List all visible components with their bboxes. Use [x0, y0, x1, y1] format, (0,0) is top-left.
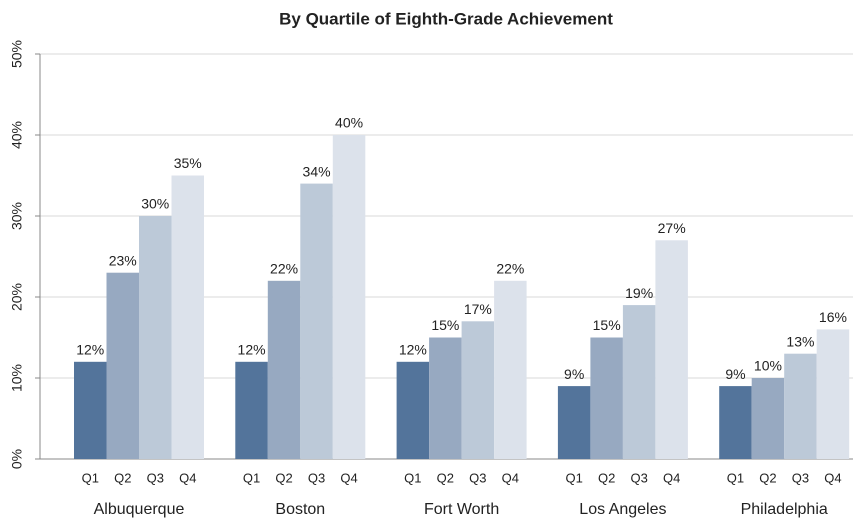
bar — [816, 329, 850, 459]
bar — [300, 183, 333, 459]
bar — [396, 361, 430, 459]
y-tick-label: 0% — [9, 449, 25, 469]
y-tick-label: 30% — [9, 202, 25, 230]
bar — [751, 378, 785, 459]
value-label: 9% — [564, 366, 584, 382]
x-category-label: Albuquerque — [94, 501, 185, 518]
value-label: 15% — [593, 317, 621, 333]
y-tick-label: 50% — [9, 40, 25, 68]
series-label: Q4 — [824, 470, 841, 485]
value-label: 10% — [754, 358, 782, 374]
value-label: 12% — [76, 342, 104, 358]
value-label: 23% — [109, 252, 137, 268]
value-label: 34% — [303, 163, 331, 179]
bar — [332, 135, 366, 459]
series-label: Q2 — [437, 470, 454, 485]
bar — [139, 216, 172, 459]
bar — [106, 272, 139, 459]
value-label: 19% — [625, 285, 653, 301]
bar — [719, 386, 752, 459]
bar — [171, 175, 204, 459]
value-label: 35% — [174, 155, 202, 171]
series-label: Q2 — [598, 470, 615, 485]
chart-title: By Quartile of Eighth-Grade Achievement — [279, 9, 613, 28]
y-tick-label: 20% — [9, 283, 25, 311]
value-label: 9% — [725, 366, 745, 382]
bar — [622, 305, 656, 459]
series-label: Q4 — [179, 470, 196, 485]
value-label: 22% — [496, 261, 524, 277]
bar — [655, 240, 688, 459]
value-label: 15% — [431, 317, 459, 333]
series-label: Q2 — [114, 470, 131, 485]
bar — [784, 353, 817, 459]
series-label: Q3 — [469, 470, 486, 485]
series-label: Q2 — [275, 470, 292, 485]
value-label: 13% — [786, 333, 814, 349]
bar — [267, 280, 301, 459]
y-tick-label: 40% — [9, 121, 25, 149]
series-label: Q2 — [759, 470, 776, 485]
series-label: Q1 — [243, 470, 260, 485]
series-label: Q3 — [630, 470, 647, 485]
bar — [235, 361, 268, 459]
series-label: Q4 — [502, 470, 519, 485]
value-label: 22% — [270, 261, 298, 277]
x-category-label: Philadelphia — [741, 501, 828, 518]
series-label: Q1 — [404, 470, 421, 485]
series-label: Q3 — [792, 470, 809, 485]
bar — [557, 386, 591, 459]
x-category-label: Los Angeles — [579, 501, 666, 518]
series-label: Q1 — [727, 470, 744, 485]
series-label: Q3 — [147, 470, 164, 485]
value-label: 30% — [141, 196, 169, 212]
value-label: 16% — [819, 309, 847, 325]
bar — [429, 337, 462, 459]
value-label: 40% — [335, 115, 363, 131]
x-category-label: Fort Worth — [424, 501, 499, 518]
value-label: 17% — [464, 301, 492, 317]
series-label: Q4 — [663, 470, 680, 485]
value-label: 12% — [399, 342, 427, 358]
series-label: Q3 — [308, 470, 325, 485]
bar — [494, 280, 527, 459]
series-label: Q1 — [565, 470, 582, 485]
value-label: 12% — [238, 342, 266, 358]
bar — [74, 361, 107, 459]
x-category-label: Boston — [275, 501, 325, 518]
series-label: Q1 — [82, 470, 99, 485]
bar — [590, 337, 623, 459]
series-label: Q4 — [340, 470, 357, 485]
y-tick-label: 10% — [9, 364, 25, 392]
bar — [461, 321, 495, 459]
value-label: 27% — [658, 220, 686, 236]
